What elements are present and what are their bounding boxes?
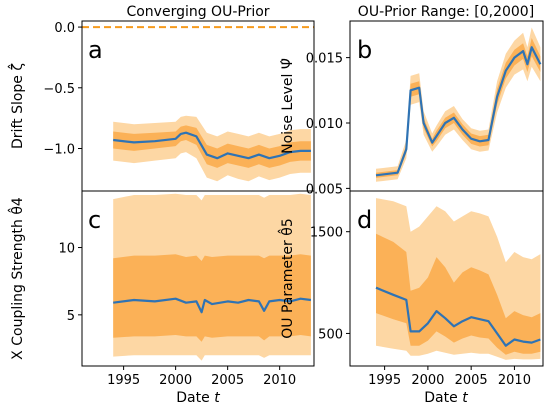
x-tick-label: 2000 (411, 373, 444, 388)
inner-band-a (113, 125, 311, 168)
x-tick-label: 2010 (498, 373, 531, 388)
y-axis-label-c: X Coupling Strength θ̂4 (7, 197, 26, 360)
median-line-a (113, 131, 311, 160)
x-tick-label: 2005 (211, 373, 244, 388)
x-axis-label-left: Date t (176, 390, 220, 406)
x-tick-label: 2000 (159, 373, 192, 388)
y-tick-label: 5 (67, 309, 75, 324)
y-tick-label: 0.005 (306, 182, 343, 197)
axes-frame-d (349, 190, 544, 367)
panel-b-noise-level: 0.005 0.010 0.015 Noise Level Ψ̂ (280, 20, 544, 197)
panel-letter-c: c (88, 206, 101, 234)
right-column-title: OU-Prior Range: [0,2000] (358, 4, 534, 20)
y-axis-label-a: Drift Slope ζ̂ (7, 63, 26, 149)
median-line-c (113, 297, 312, 314)
x-tick-label: 2010 (263, 373, 296, 388)
panel-a-drift-slope: 0.0 −0.5 −1.0 Drift Slope ζ̂ (7, 20, 315, 192)
left-column-title: Converging OU-Prior (126, 4, 269, 20)
inner-band-b (376, 38, 541, 178)
panel-letter-b: b (357, 36, 372, 64)
y-tick-label: 0.0 (54, 21, 75, 36)
y-axis-label-d: OU Parameter θ̂5 (277, 218, 296, 338)
median-line-b (375, 46, 542, 177)
inner-band-c (113, 254, 311, 342)
x-tick-label: 1995 (368, 373, 401, 388)
y-tick-label: 0.015 (306, 52, 343, 67)
y-axis-label-b: Noise Level Ψ̂ (280, 58, 296, 154)
y-tick-label: 1500 (310, 226, 343, 241)
panel-c-coupling-strength: 5 10 1995 2000 2005 2010 X Coupling Strength θ… (7, 190, 315, 388)
y-tick-label: −0.5 (43, 82, 75, 97)
inner-band-d (376, 233, 541, 355)
axes-frame-c (81, 190, 315, 367)
panel-d-ou-parameter: 500 1500 1995 2000 2005 2010 OU Parameter θ̂5 (277, 190, 544, 388)
y-tick-label: 10 (58, 242, 75, 257)
panel-letter-d: d (357, 206, 372, 234)
y-tick-label: 0.010 (306, 117, 343, 132)
x-tick-label: 2005 (455, 373, 488, 388)
x-axis-label-right: Date t (424, 390, 468, 406)
y-tick-label: −1.0 (43, 143, 75, 158)
panel-letter-a: a (88, 36, 103, 64)
median-line-d (375, 286, 541, 347)
y-tick-label: 500 (318, 327, 343, 342)
x-tick-label: 1995 (107, 373, 140, 388)
